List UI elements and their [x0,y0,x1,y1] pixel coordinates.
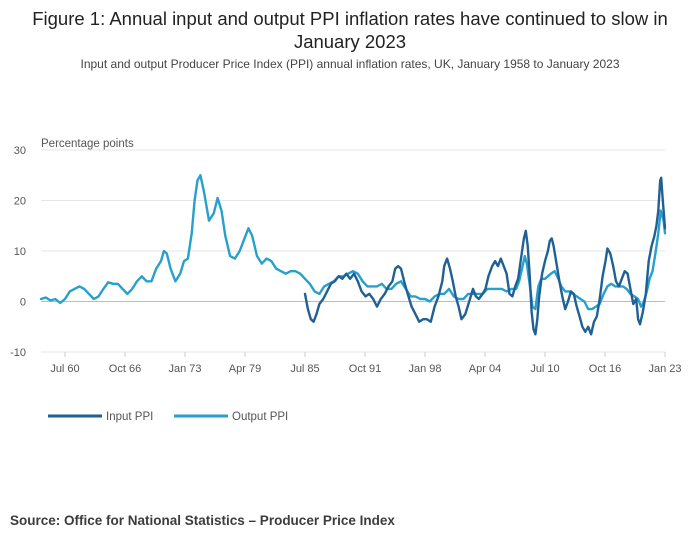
x-tick-label: Jul 60 [50,363,79,375]
chart-subtitle: Input and output Producer Price Index (P… [80,57,620,71]
y-axis-ticks: 30 20 10 0 -10 [10,145,26,359]
legend-label-output-ppi: Output PPI [232,411,288,423]
series-lines [39,174,667,336]
x-tick-label: Jan 23 [648,363,681,375]
legend: Input PPI Output PPI [48,411,288,423]
y-tick-label: 30 [14,145,26,157]
chart-title: Figure 1: Annual input and output PPI in… [32,8,668,52]
source-note: Source: Office for National Statistics –… [10,513,395,528]
series-line-output-ppi [39,174,667,311]
x-tick-label: Oct 66 [109,363,141,375]
legend-label-input-ppi: Input PPI [106,411,153,423]
legend-item-output-ppi[interactable]: Output PPI [174,411,288,423]
y-axis-label: Percentage points [41,138,134,150]
x-tick-label: Jul 10 [530,363,559,375]
y-tick-label: 10 [14,246,26,258]
x-tick-label: Apr 04 [469,363,501,375]
series-line-input-ppi [303,176,667,336]
legend-item-input-ppi[interactable]: Input PPI [48,411,153,423]
gridlines [41,149,665,353]
y-tick-label: -10 [10,347,26,359]
x-tick-label: Jan 98 [408,363,441,375]
x-tick-label: Apr 79 [229,363,261,375]
x-tick-label: Jan 73 [168,363,201,375]
x-tick-label: Jul 85 [290,363,319,375]
y-tick-label: 20 [14,196,26,208]
y-tick-label: 0 [20,297,26,309]
x-tick-label: Oct 16 [589,363,621,375]
x-axis-ticks: Jul 60 Oct 66 Jan 73 Apr 79 Jul 85 Oct 91 Jan … [50,352,682,375]
x-tick-label: Oct 91 [349,363,381,375]
